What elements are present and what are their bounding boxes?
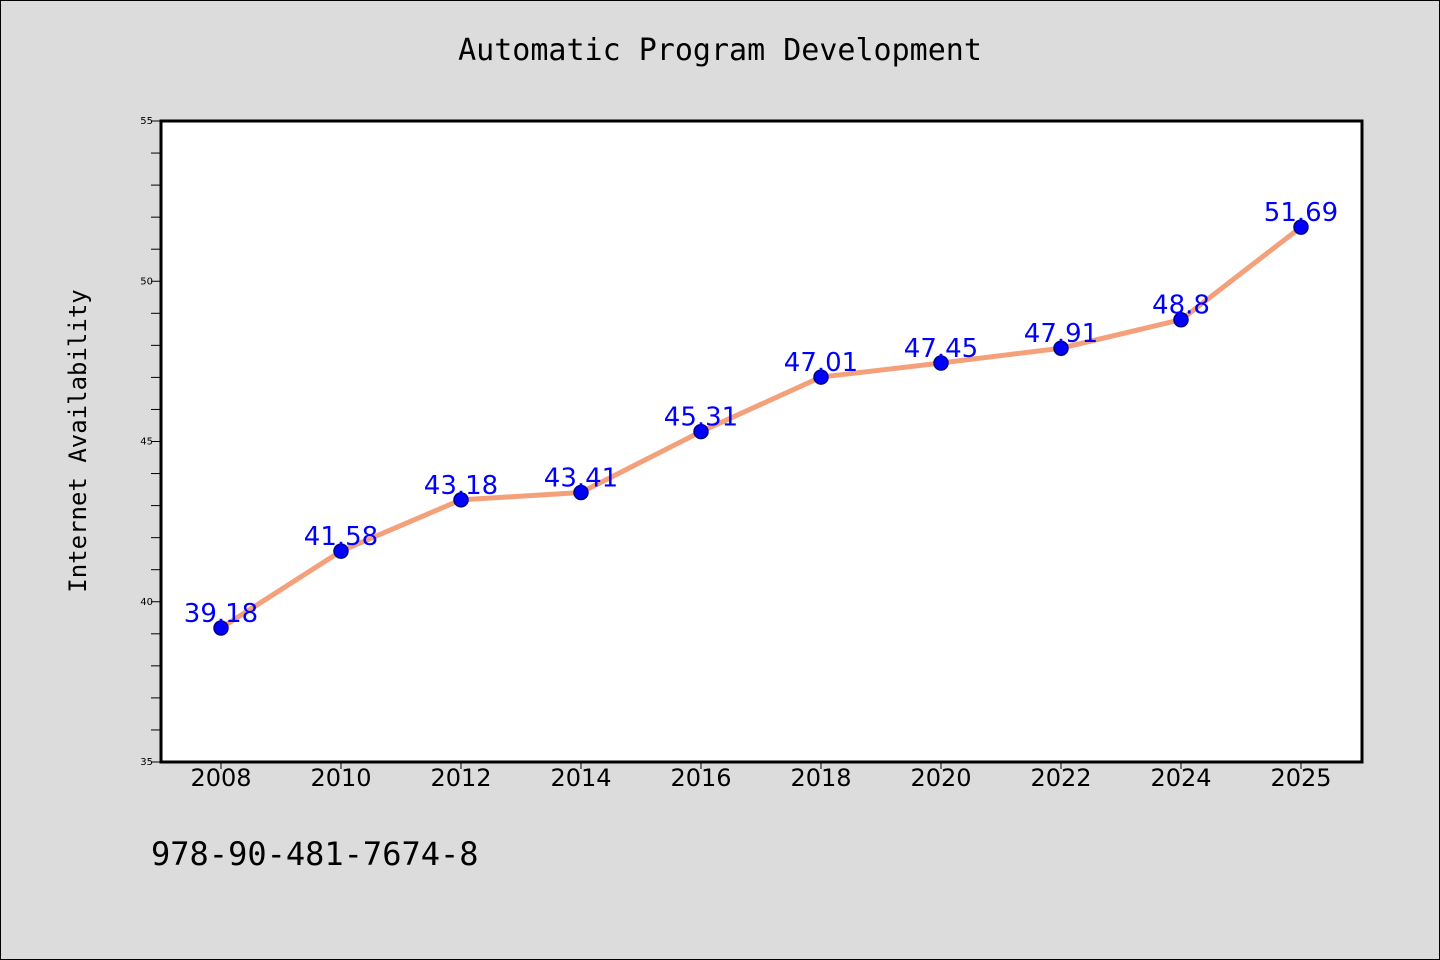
chart-title: Automatic Program Development (458, 33, 982, 68)
x-tick-label: 2008 (190, 764, 251, 792)
y-tick-label: 40 (140, 597, 153, 608)
plot-frame (159, 119, 1364, 764)
data-label: 48.8 (1152, 291, 1210, 321)
data-label: 51.69 (1264, 198, 1338, 228)
x-tick-label: 2020 (910, 764, 971, 792)
x-tick-label: 2016 (670, 764, 731, 792)
x-tick-label: 2012 (430, 764, 491, 792)
footer-code: 978-90-481-7674-8 (151, 835, 479, 873)
data-point (813, 369, 829, 385)
data-label: 39.18 (184, 599, 258, 629)
data-point (1053, 340, 1069, 356)
x-tick-label: 2014 (550, 764, 611, 792)
x-tick-label: 2018 (790, 764, 851, 792)
data-label: 47.01 (784, 348, 858, 378)
x-tick-label: 2010 (310, 764, 371, 792)
series-markers (213, 219, 1309, 636)
y-tick-label: 45 (140, 437, 153, 448)
y-tick-label: 55 (140, 116, 153, 127)
series-line (219, 225, 1303, 631)
data-label: 43.18 (424, 471, 498, 501)
x-tick-label: 2024 (1150, 764, 1211, 792)
data-label: 43.41 (544, 463, 618, 493)
data-label: 47.91 (1024, 319, 1098, 349)
data-label: 45.31 (664, 403, 738, 433)
data-labels: 39.18 41.58 43.18 43.41 45.31 47.01 47.45 47.91… (184, 198, 1338, 629)
data-point (453, 492, 469, 508)
y-axis-ticks: 35 40 45 50 55 (140, 116, 161, 768)
x-axis-ticks: 2008 2010 2012 2014 2016 2018 2020 2022 2024 2025 (190, 762, 1332, 792)
data-label: 41.58 (304, 522, 378, 552)
data-point (1173, 311, 1189, 328)
data-point (1293, 219, 1309, 235)
y-tick-label: 35 (140, 757, 153, 768)
data-label: 47.45 (904, 334, 978, 364)
y-tick-label: 50 (140, 276, 153, 287)
data-point (213, 620, 229, 636)
x-tick-label: 2022 (1030, 764, 1091, 792)
data-point (693, 423, 709, 440)
data-point (933, 355, 949, 371)
data-point (573, 484, 589, 501)
data-point (333, 543, 349, 559)
x-tick-label: 2025 (1270, 764, 1331, 792)
